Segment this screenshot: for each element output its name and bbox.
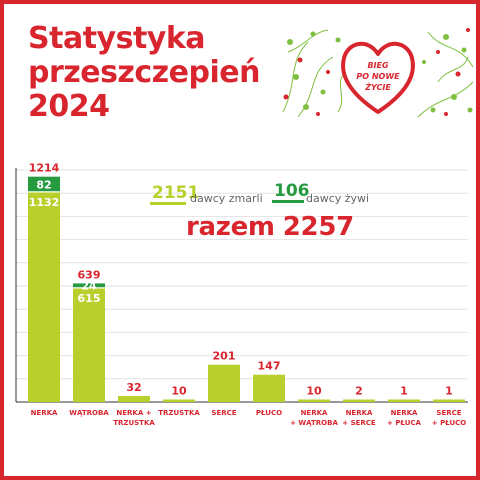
category-label: NERKA bbox=[346, 409, 373, 417]
bar-label-total: 10 bbox=[171, 385, 187, 398]
bar-deceased bbox=[163, 399, 195, 402]
bar-living bbox=[73, 283, 105, 288]
bar-label-living: 24 bbox=[81, 280, 97, 293]
bar-label-total: 2 bbox=[355, 385, 363, 398]
page-title: Statystyka przeszczepień 2024 bbox=[28, 22, 260, 124]
bar-label-total: 1 bbox=[445, 385, 453, 398]
category-label: PŁUCO bbox=[256, 409, 282, 417]
bar-label-total: 1 bbox=[400, 385, 408, 398]
category-label: NERKA bbox=[391, 409, 418, 417]
category-label: SERCE bbox=[436, 409, 461, 417]
bar-label-deceased: 615 bbox=[78, 292, 101, 305]
bar-label-total: 10 bbox=[306, 385, 322, 398]
category-label: TRZUSTKA bbox=[158, 409, 200, 417]
total-value: 2257 bbox=[282, 212, 354, 242]
legend-living-label: dawcy żywi bbox=[306, 192, 370, 205]
bars bbox=[28, 176, 465, 402]
bar-label-total: 1214 bbox=[29, 162, 60, 175]
legend-living-swatch bbox=[272, 200, 304, 203]
category-label: TRZUSTKA bbox=[113, 419, 155, 427]
category-label: + SERCE bbox=[342, 419, 376, 427]
legend-deceased-value: 2151 bbox=[152, 183, 200, 203]
bar-deceased bbox=[208, 364, 240, 402]
category-label: NERKA + bbox=[116, 409, 151, 417]
category-label: + PŁUCA bbox=[387, 419, 421, 427]
title-line-2: przeszczepień bbox=[28, 55, 260, 90]
category-label: WĄTROBA bbox=[69, 409, 109, 417]
bar-deceased bbox=[298, 399, 330, 402]
legend-deceased-swatch bbox=[150, 202, 186, 205]
bar-deceased bbox=[73, 287, 105, 402]
bar-deceased bbox=[253, 374, 285, 402]
heart-icon bbox=[341, 42, 415, 114]
bar-deceased bbox=[388, 399, 420, 402]
logo-line-1: BIEG bbox=[367, 61, 389, 70]
bar-label-living: 82 bbox=[36, 178, 51, 191]
bar-label-total: 147 bbox=[258, 360, 281, 373]
bar-label-total: 639 bbox=[78, 268, 101, 281]
bar-deceased bbox=[343, 399, 375, 402]
floral-decoration-icon bbox=[282, 28, 474, 118]
bar-label-total: 201 bbox=[213, 350, 236, 363]
category-label: SERCE bbox=[211, 409, 236, 417]
bar-deceased bbox=[28, 191, 60, 402]
legend-living-value: 106 bbox=[274, 181, 310, 201]
category-label: + WĄTROBA bbox=[290, 419, 338, 427]
category-label: NERKA bbox=[31, 409, 58, 417]
legend-deceased-label: dawcy zmarli bbox=[190, 192, 263, 205]
bar-deceased bbox=[433, 399, 465, 402]
total-label: razem bbox=[186, 212, 275, 242]
bar-deceased bbox=[118, 396, 150, 402]
logo-line-2: PO NOWE bbox=[356, 72, 400, 81]
category-label: NERKA bbox=[301, 409, 328, 417]
bar-label-total: 32 bbox=[126, 381, 141, 394]
campaign-logo: BIEG PO NOWE ŻYCIE bbox=[282, 28, 474, 118]
total-count: razem 2257 bbox=[186, 212, 362, 242]
category-label: + PŁUCO bbox=[432, 419, 466, 427]
logo-line-3: ŻYCIE bbox=[364, 82, 391, 92]
title-line-3: 2024 bbox=[28, 89, 110, 124]
bar-label-deceased: 1132 bbox=[29, 196, 60, 209]
bar-living bbox=[28, 176, 60, 192]
title-line-1: Statystyka bbox=[28, 21, 206, 56]
